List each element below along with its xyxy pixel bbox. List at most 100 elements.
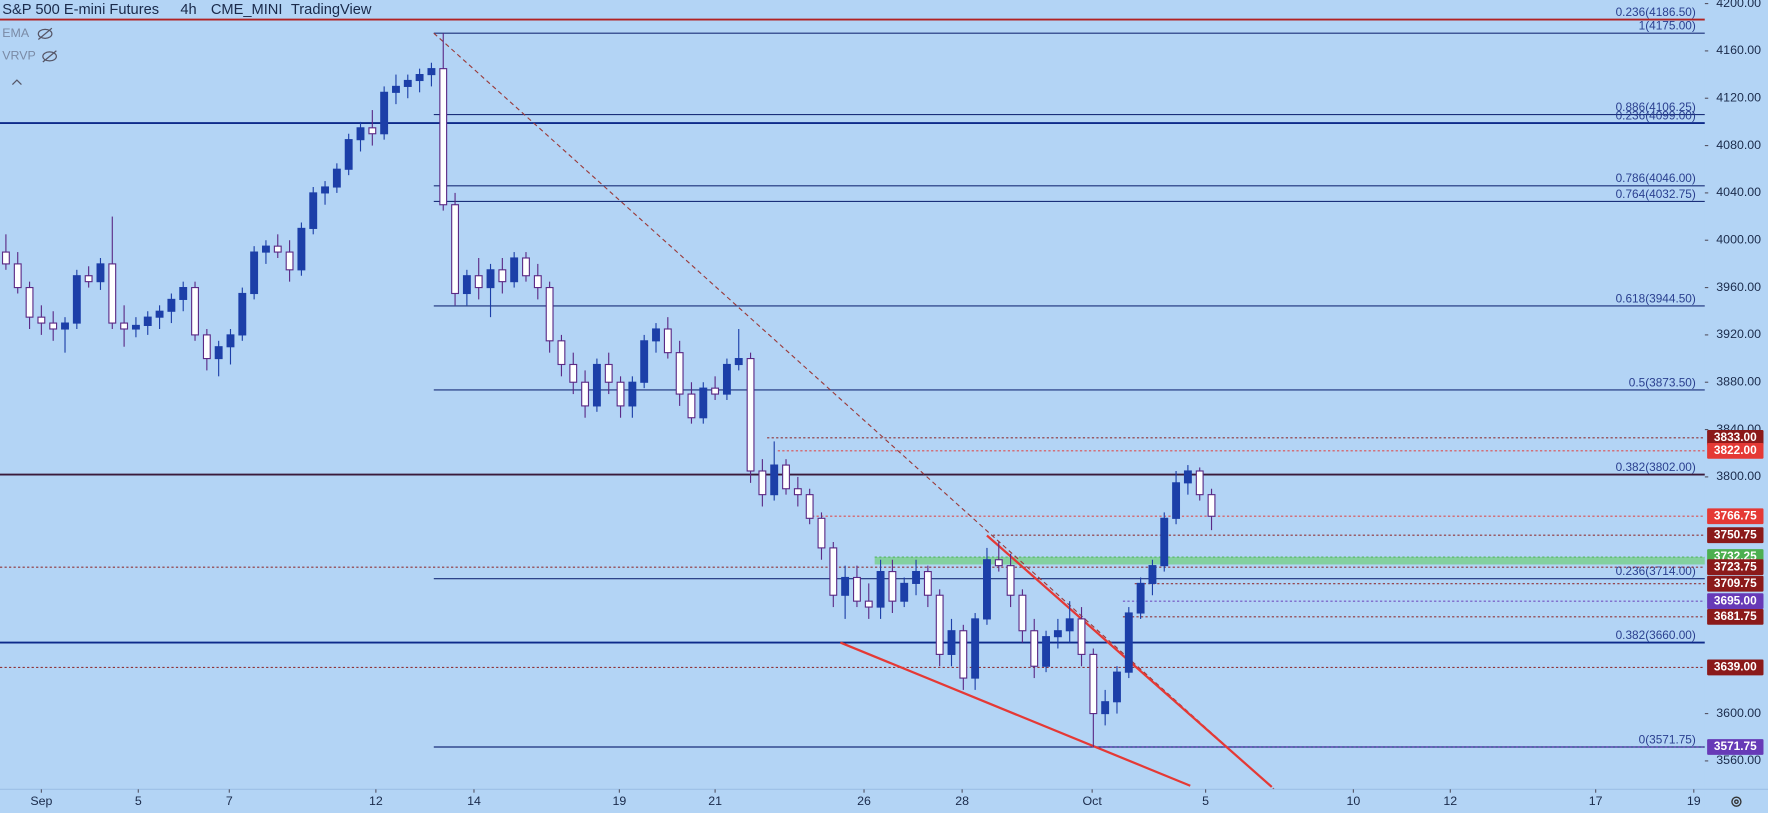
- candle-body: [72, 275, 81, 324]
- indicators: EMA VRVP: [2, 26, 57, 86]
- candle-body: [1006, 565, 1015, 596]
- settings-icon[interactable]: [1731, 796, 1742, 807]
- candle-body: [1, 251, 10, 265]
- candle-body: [250, 251, 259, 295]
- candle-body: [1053, 630, 1062, 638]
- candle-body: [309, 192, 318, 229]
- candle-body: [1101, 701, 1110, 715]
- candle-body: [131, 324, 140, 330]
- candle-body: [852, 576, 861, 602]
- candle-body: [1042, 636, 1051, 667]
- source: TradingView: [291, 2, 372, 18]
- candle-body: [37, 316, 46, 324]
- fib-label: 0(3571.75): [1639, 732, 1696, 746]
- candle-body: [675, 352, 684, 395]
- candle-body: [332, 168, 341, 188]
- candle-body: [971, 618, 980, 679]
- header: S&P 500 E-mini Futures 4h CME_MINI Tradi…: [2, 2, 372, 18]
- price-tag: [1707, 608, 1764, 625]
- candle-body: [817, 517, 826, 549]
- y-tick-label: 4120.00: [1716, 91, 1761, 105]
- price-tag: [1707, 659, 1764, 676]
- x-tick-label: Oct: [1083, 794, 1103, 808]
- candle-body: [640, 340, 649, 383]
- candle-body: [1089, 653, 1098, 715]
- y-tick-label: 4200.00: [1716, 0, 1761, 10]
- indicator[interactable]: VRVP: [2, 49, 36, 63]
- y-tick-label: 3880.00: [1716, 375, 1761, 389]
- candle-body: [25, 287, 34, 318]
- candle-body: [604, 363, 613, 383]
- candle-body: [84, 275, 93, 283]
- zone: [874, 557, 1705, 565]
- candle-body: [486, 269, 495, 289]
- candle-body: [533, 275, 542, 289]
- candle-body: [214, 346, 223, 360]
- candle-body: [770, 464, 779, 496]
- candle-body: [912, 571, 920, 584]
- price-tag-label: 3709.75: [1714, 576, 1757, 590]
- candle-body: [1207, 494, 1216, 517]
- price-tag: [1707, 593, 1764, 610]
- fib-label: 0.886(4106.25): [1616, 100, 1696, 114]
- candle-body: [191, 287, 199, 336]
- x-tick-label: 10: [1346, 794, 1360, 808]
- trendline: [433, 32, 1275, 790]
- candle-body: [392, 85, 400, 93]
- y-tick-label: 3800.00: [1716, 469, 1761, 483]
- candle-body: [262, 245, 270, 253]
- fib-label: 0.786(4046.00): [1616, 171, 1696, 185]
- candle-body: [663, 328, 672, 354]
- candle-body: [652, 328, 660, 342]
- candle-body: [13, 263, 22, 289]
- candle-body: [510, 257, 519, 283]
- fib-label: 0.618(3944.50): [1616, 291, 1696, 305]
- candle-body: [994, 559, 1003, 567]
- x-tick-label: Sep: [30, 794, 52, 808]
- candle-body: [344, 139, 353, 170]
- candle-body: [462, 275, 471, 295]
- hide-icons[interactable]: [11, 27, 57, 86]
- candle-body: [179, 287, 188, 300]
- candle-body: [1065, 618, 1074, 632]
- candle-body: [746, 358, 755, 472]
- candle-body: [1124, 612, 1133, 673]
- y-tick-label: 4040.00: [1716, 185, 1761, 199]
- fib-label: 0.382(3802.00): [1616, 460, 1696, 474]
- indicator[interactable]: EMA: [2, 26, 30, 40]
- candle-body: [285, 251, 294, 271]
- candle-body: [415, 74, 424, 82]
- fib-label: 1(4175.00): [1639, 19, 1696, 33]
- candle-body: [841, 576, 850, 596]
- price-tag: [1707, 575, 1764, 592]
- plot-area: 0.236(4186.50)1(4175.00)0.886(4106.25)0.…: [0, 5, 1705, 790]
- price-tag-label: 3750.75: [1714, 527, 1757, 541]
- candle-body: [167, 298, 176, 312]
- candle-body: [923, 571, 932, 596]
- y-tick-label: 4160.00: [1716, 43, 1761, 57]
- candle-body: [581, 381, 590, 407]
- candle-body: [782, 464, 790, 490]
- candle-body: [1160, 517, 1169, 567]
- candle-body: [403, 79, 412, 87]
- fib-label: 0.382(3660.00): [1616, 628, 1696, 642]
- trendline: [839, 641, 1191, 787]
- fib-label: 0.764(4032.75): [1616, 187, 1696, 201]
- candle-body: [900, 582, 909, 602]
- y-tick-label: 4080.00: [1716, 138, 1761, 152]
- x-tick-label: 5: [135, 794, 142, 808]
- candle-body: [522, 257, 530, 277]
- candle-body: [273, 245, 282, 253]
- candle-body: [61, 322, 69, 330]
- candle-body: [108, 263, 117, 324]
- x-tick-label: 19: [1687, 794, 1701, 808]
- candle-body: [1136, 582, 1145, 614]
- interval: 4h: [180, 2, 196, 18]
- candle-body: [722, 363, 731, 395]
- price-tag: [1707, 429, 1764, 446]
- candle-body: [1030, 630, 1039, 667]
- candle-body: [439, 68, 448, 206]
- axes: 4200.00 4160.00 4120.00 4080.00 4040.00 4000.…: [30, 0, 1764, 808]
